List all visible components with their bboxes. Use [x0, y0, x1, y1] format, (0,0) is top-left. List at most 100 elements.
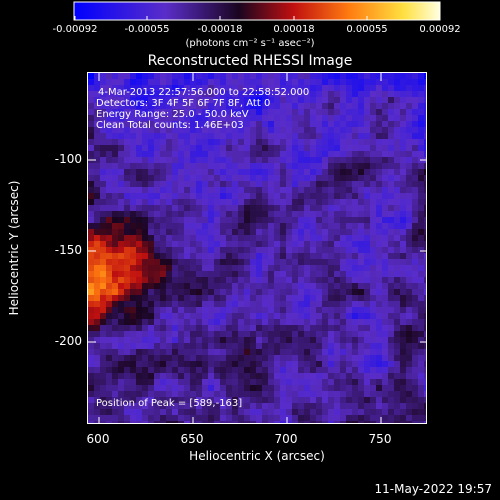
heatmap-cell: [286, 313, 292, 319]
heatmap-cell: [196, 79, 202, 85]
heatmap-cell: [148, 403, 154, 409]
heatmap-cell: [190, 169, 196, 175]
heatmap-cell: [130, 187, 136, 193]
heatmap-cell: [412, 415, 418, 421]
heatmap-cell: [364, 343, 370, 349]
heatmap-cell: [220, 145, 226, 151]
heatmap-cell: [88, 211, 94, 217]
heatmap-cell: [352, 319, 358, 325]
heatmap-cell: [124, 367, 130, 373]
heatmap-cell: [124, 109, 130, 115]
heatmap-cell: [346, 367, 352, 373]
heatmap-cell: [142, 97, 148, 103]
heatmap-cell: [142, 361, 148, 367]
heatmap-cell: [214, 115, 220, 121]
heatmap-cell: [106, 229, 112, 235]
heatmap-cell: [310, 385, 316, 391]
heatmap-cell: [418, 259, 424, 265]
heatmap-cell: [214, 307, 220, 313]
heatmap-cell: [418, 277, 424, 283]
heatmap-cell: [178, 295, 184, 301]
heatmap-cell: [298, 103, 304, 109]
heatmap-cell: [112, 91, 118, 97]
heatmap-cell: [328, 295, 334, 301]
heatmap-cell: [400, 121, 406, 127]
heatmap-cell: [244, 223, 250, 229]
heatmap-cell: [364, 277, 370, 283]
heatmap-cell: [304, 121, 310, 127]
heatmap-cell: [118, 109, 124, 115]
heatmap-cell: [340, 271, 346, 277]
heatmap-cell: [346, 307, 352, 313]
heatmap-cell: [400, 115, 406, 121]
heatmap-cell: [184, 127, 190, 133]
heatmap-cell: [286, 211, 292, 217]
heatmap-cell: [388, 319, 394, 325]
heatmap-cell: [364, 283, 370, 289]
heatmap-cell: [244, 109, 250, 115]
heatmap-cell: [418, 229, 424, 235]
heatmap-cell: [370, 235, 376, 241]
heatmap-cell: [238, 361, 244, 367]
heatmap-cell: [124, 145, 130, 151]
heatmap-cell: [100, 259, 106, 265]
heatmap-cell: [310, 361, 316, 367]
heatmap-cell: [370, 79, 376, 85]
heatmap-cell: [250, 253, 256, 259]
heatmap-cell: [328, 187, 334, 193]
heatmap-cell: [280, 373, 286, 379]
heatmap-cell: [160, 421, 166, 423]
heatmap-cell: [418, 115, 424, 121]
heatmap-cell: [298, 193, 304, 199]
heatmap-cell: [142, 205, 148, 211]
heatmap-cell: [316, 241, 322, 247]
heatmap-cell: [412, 175, 418, 181]
heatmap-cell: [190, 235, 196, 241]
heatmap-cell: [196, 151, 202, 157]
heatmap-cell: [190, 127, 196, 133]
heatmap-cell: [166, 121, 172, 127]
heatmap-cell: [136, 331, 142, 337]
heatmap-cell: [208, 325, 214, 331]
heatmap-cell: [244, 145, 250, 151]
heatmap-cell: [262, 355, 268, 361]
heatmap-cell: [262, 193, 268, 199]
heatmap-cell: [178, 157, 184, 163]
heatmap-cell: [394, 121, 400, 127]
heatmap-cell: [394, 265, 400, 271]
heatmap-cell: [316, 157, 322, 163]
heatmap-cell: [322, 157, 328, 163]
heatmap-cell: [268, 127, 274, 133]
heatmap-cell: [418, 139, 424, 145]
heatmap-cell: [160, 181, 166, 187]
heatmap-cell: [106, 205, 112, 211]
heatmap-cell: [424, 361, 426, 367]
heatmap-cell: [142, 211, 148, 217]
heatmap-cell: [94, 145, 100, 151]
heatmap-cell: [94, 415, 100, 421]
heatmap-cell: [166, 391, 172, 397]
heatmap-cell: [364, 247, 370, 253]
heatmap-cell: [172, 97, 178, 103]
heatmap-cell: [88, 373, 94, 379]
heatmap-cell: [94, 127, 100, 133]
heatmap-cell: [94, 223, 100, 229]
heatmap-cell: [172, 175, 178, 181]
heatmap-cell: [400, 301, 406, 307]
heatmap-cell: [274, 169, 280, 175]
heatmap-cell: [400, 193, 406, 199]
heatmap-cell: [130, 229, 136, 235]
heatmap-cell: [124, 253, 130, 259]
heatmap-cell: [262, 127, 268, 133]
heatmap-cell: [166, 373, 172, 379]
heatmap-cell: [100, 193, 106, 199]
heatmap-cell: [394, 115, 400, 121]
heatmap-cell: [400, 145, 406, 151]
heatmap-cell: [376, 241, 382, 247]
heatmap-cell: [196, 121, 202, 127]
heatmap-cell: [238, 283, 244, 289]
heatmap-cell: [268, 307, 274, 313]
heatmap-cell: [112, 403, 118, 409]
heatmap-cell: [196, 325, 202, 331]
heatmap-cell: [142, 127, 148, 133]
